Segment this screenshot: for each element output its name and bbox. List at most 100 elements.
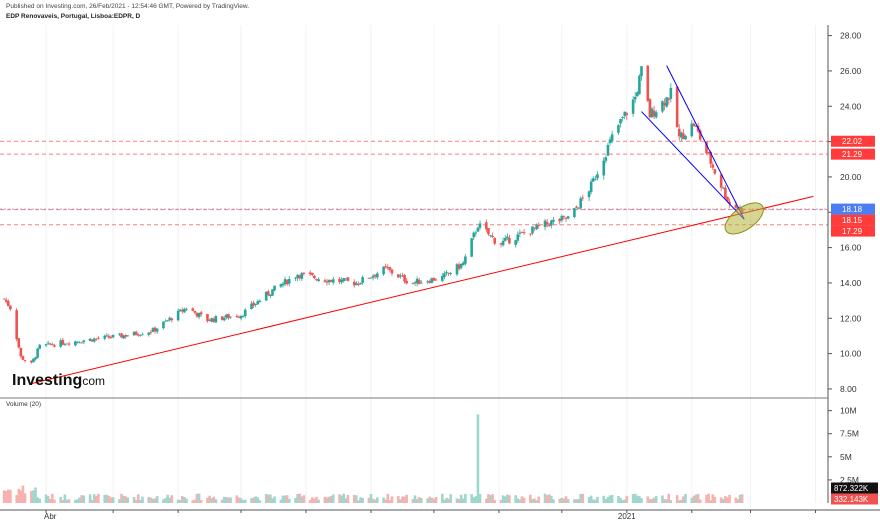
volume-bar xyxy=(640,498,643,503)
candle-body xyxy=(415,278,419,284)
volume-bar xyxy=(740,494,744,503)
volume-bar xyxy=(212,496,216,503)
volume-bar xyxy=(285,495,289,503)
volume-bar xyxy=(352,494,356,503)
candle-body xyxy=(518,232,522,234)
candle-body xyxy=(388,267,392,270)
volume-bar xyxy=(111,497,115,503)
candle-body xyxy=(726,196,729,202)
candle-body xyxy=(396,274,400,278)
volume-bar xyxy=(711,494,715,503)
candle-body xyxy=(199,312,203,315)
candle-body xyxy=(445,272,448,273)
candle-body xyxy=(711,164,715,168)
candle-body xyxy=(650,108,654,118)
candle-body xyxy=(373,274,377,277)
candle-body xyxy=(736,207,740,209)
candle-body xyxy=(587,191,591,198)
highlight-ellipse xyxy=(724,202,764,235)
channel-lower-line xyxy=(641,111,745,220)
volume-bar xyxy=(665,499,668,503)
volume-bar xyxy=(191,500,195,503)
candle-body xyxy=(162,321,165,329)
candle-body xyxy=(4,299,8,302)
candle-body xyxy=(577,208,580,210)
volume-bar xyxy=(63,494,67,503)
candle-body xyxy=(78,342,81,344)
volume-bar xyxy=(575,499,578,503)
candle-body xyxy=(579,198,582,209)
y-tick-label: 24.00 xyxy=(840,101,862,111)
volume-bar xyxy=(331,494,335,503)
volume-bar xyxy=(682,496,685,503)
candle-body xyxy=(581,197,585,199)
candle-body xyxy=(405,280,408,284)
volume-bar xyxy=(185,498,188,503)
volume-bar xyxy=(579,493,582,503)
volume-bar xyxy=(537,496,541,503)
candle-body xyxy=(74,341,77,346)
volume-bar xyxy=(677,500,681,503)
candle-body xyxy=(139,334,142,336)
volume-bar xyxy=(329,495,333,503)
volume-bar xyxy=(256,497,260,503)
candle-body xyxy=(151,328,155,332)
volume-bar xyxy=(183,497,186,503)
volume-bar xyxy=(88,494,92,503)
candle-body xyxy=(665,97,668,107)
volume-bar xyxy=(631,494,635,503)
volume-value-label: 872.322K xyxy=(834,484,869,493)
volume-bar xyxy=(109,497,113,503)
volume-bar xyxy=(243,499,247,503)
candle-body xyxy=(724,187,727,198)
candle-body xyxy=(589,181,593,192)
candle-body xyxy=(109,337,113,338)
candle-body xyxy=(229,316,232,318)
volume-bar xyxy=(604,498,608,503)
candle-body xyxy=(485,222,488,230)
volume-bar xyxy=(92,494,96,503)
volume-bar xyxy=(281,495,285,503)
candle-body xyxy=(323,280,327,282)
candle-body xyxy=(30,360,33,363)
level-label-box xyxy=(831,135,875,147)
volume-bar xyxy=(141,496,144,503)
volume-bar xyxy=(690,497,694,503)
candle-body xyxy=(709,151,712,164)
candle-body xyxy=(464,256,467,264)
volume-bar xyxy=(65,499,69,503)
volume-bar xyxy=(581,493,585,503)
volume-bar xyxy=(367,497,371,503)
candle-body xyxy=(547,224,551,226)
candle-body xyxy=(134,331,138,335)
candle-body xyxy=(390,269,394,274)
candle-body xyxy=(153,327,157,332)
candle-body xyxy=(531,226,534,234)
candle-body xyxy=(294,277,297,279)
volume-bar xyxy=(296,493,299,503)
volume-bar xyxy=(317,499,320,503)
candle-body xyxy=(197,312,201,318)
volume-bar xyxy=(587,497,591,503)
volume-bar xyxy=(449,494,452,503)
volume-bar xyxy=(506,494,509,503)
volume-bar xyxy=(457,498,461,503)
candle-body xyxy=(573,208,576,217)
candle-body xyxy=(118,333,121,335)
volume-bar xyxy=(552,499,555,503)
volume-bar xyxy=(566,499,570,503)
volume-bar xyxy=(522,497,526,503)
volume-bar xyxy=(32,490,35,503)
volume-bar xyxy=(19,490,23,503)
level-label: 21.29 xyxy=(842,150,863,159)
volume-bar xyxy=(294,497,297,503)
volume-value-label: 332.143K xyxy=(834,495,869,504)
volume-bar xyxy=(229,497,232,503)
candle-body xyxy=(403,274,406,282)
candle-body xyxy=(206,313,209,322)
candle-body xyxy=(617,125,620,133)
candle-body xyxy=(461,262,465,266)
volume-bar xyxy=(59,497,63,503)
candle-body xyxy=(266,291,270,296)
